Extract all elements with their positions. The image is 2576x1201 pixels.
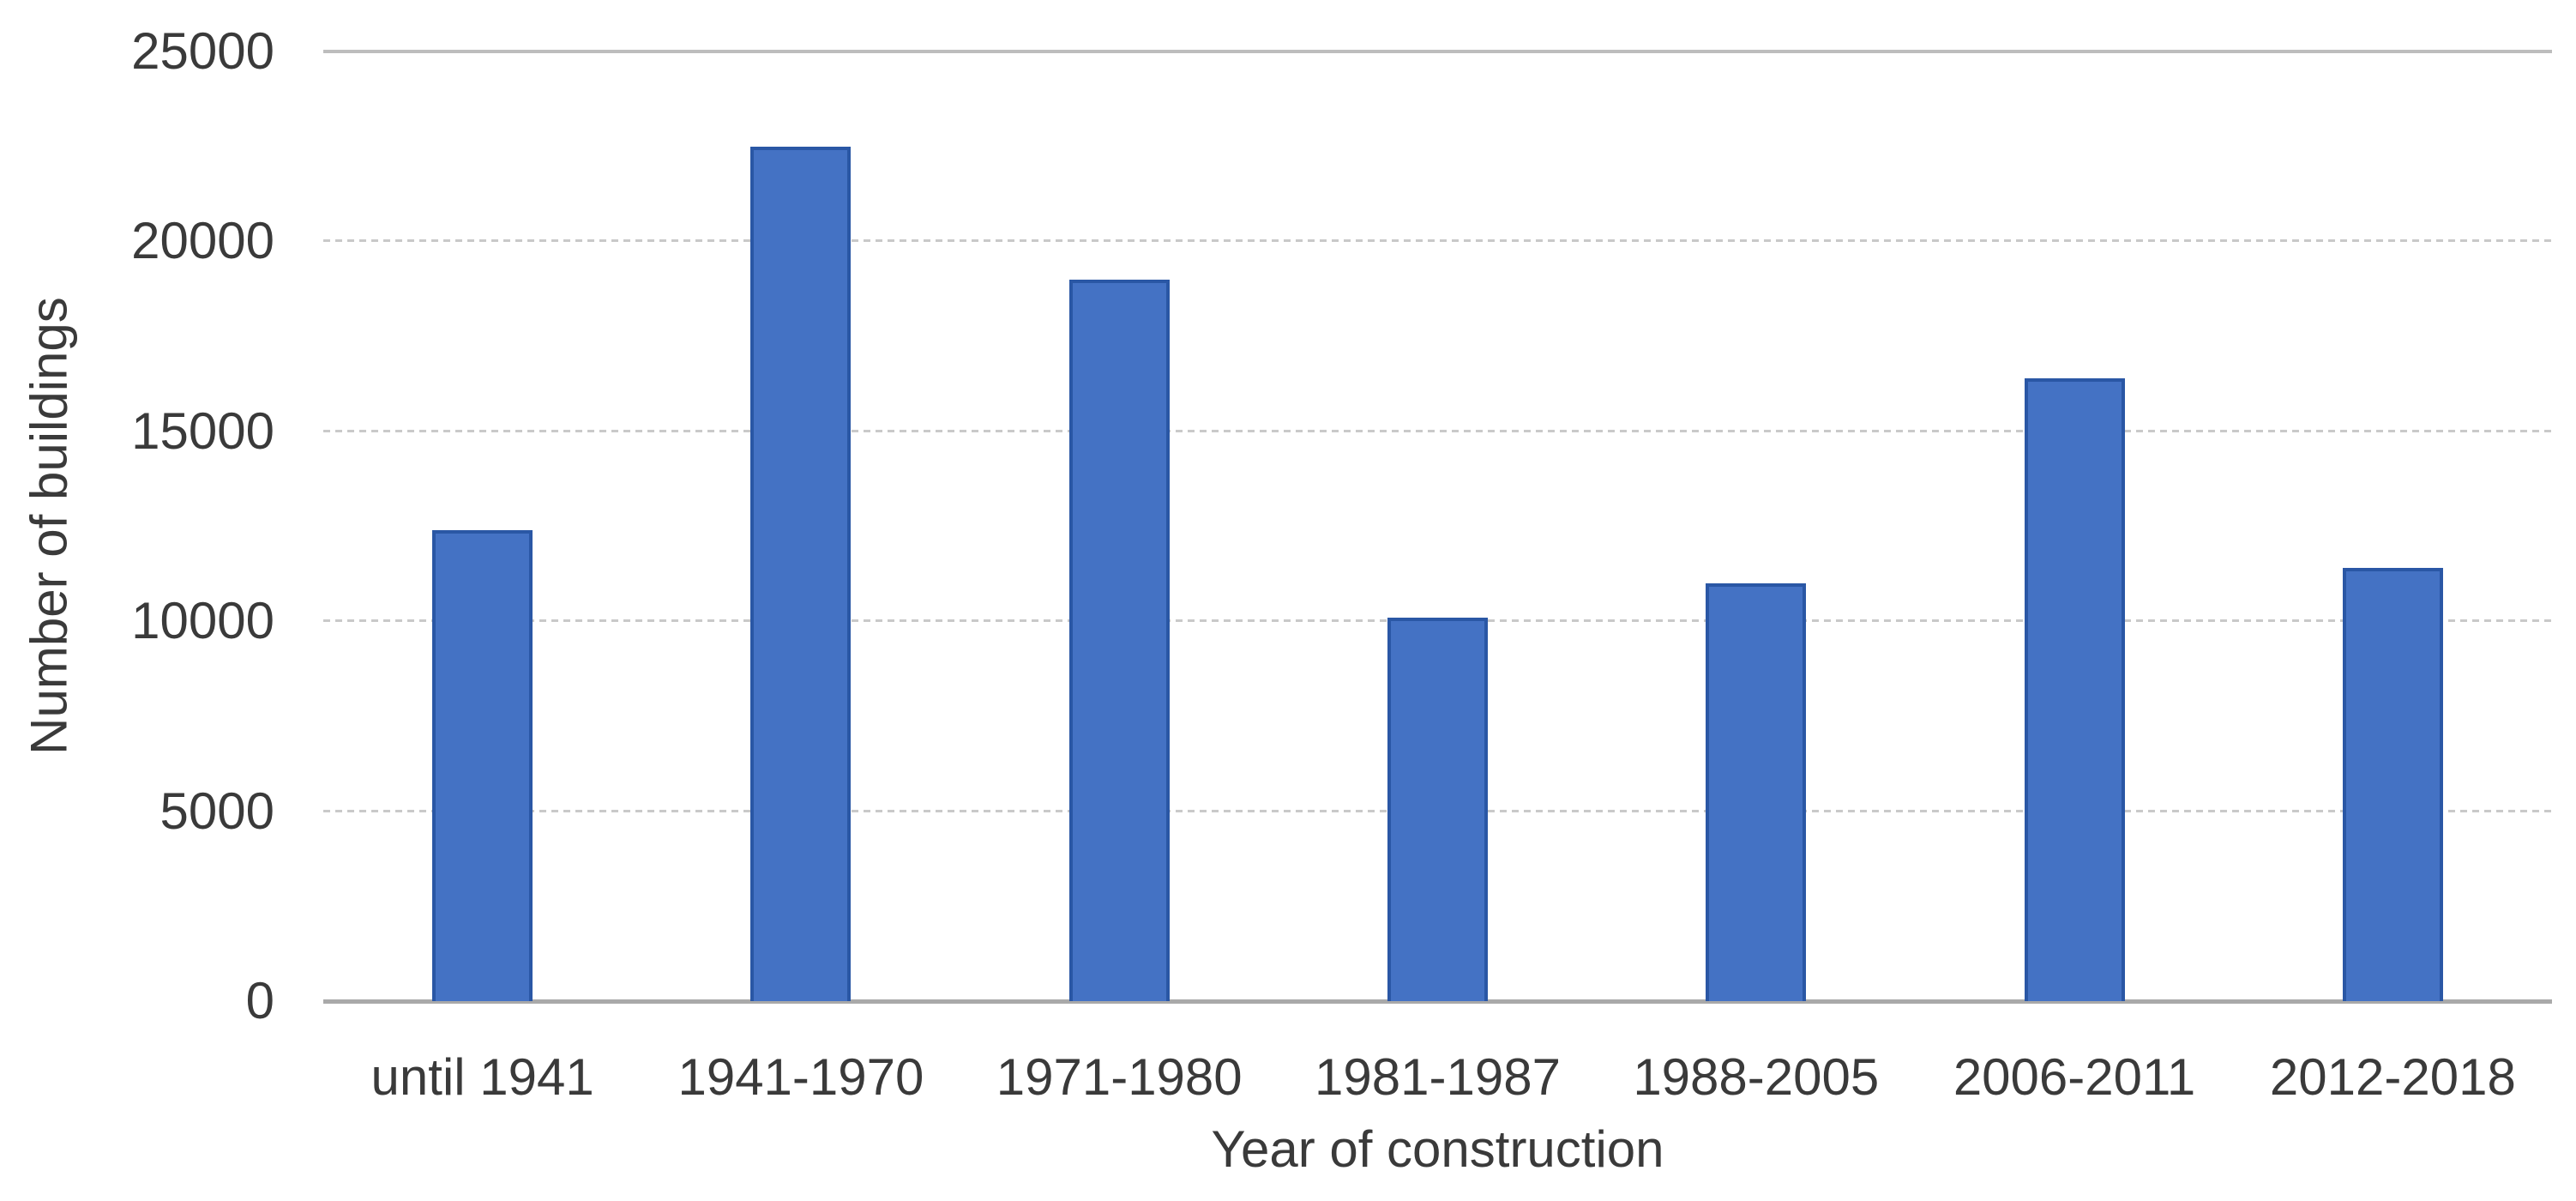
bar	[1068, 279, 1170, 1001]
bar	[2342, 568, 2443, 1001]
bar	[1706, 582, 1807, 1001]
y-tick-label: 5000	[159, 782, 274, 840]
bar	[1387, 617, 1488, 1001]
x-tick-label: 2006-2011	[1953, 1048, 2196, 1106]
y-tick-label: 10000	[131, 592, 274, 650]
gridline	[323, 50, 2552, 53]
x-axis-line	[323, 999, 2552, 1004]
x-tick-label: 1971-1980	[996, 1048, 1243, 1106]
gridline	[323, 429, 2552, 432]
y-tick-label: 20000	[131, 212, 274, 270]
x-tick-label: 2012-2018	[2269, 1048, 2516, 1106]
y-axis-title: Number of buildings	[20, 297, 78, 755]
x-tick-label: until 1941	[370, 1048, 594, 1106]
gridline	[323, 239, 2552, 243]
y-tick-label: 15000	[131, 401, 274, 460]
x-tick-label: 1941-1970	[677, 1048, 924, 1106]
y-tick-label: 25000	[131, 22, 274, 80]
bar	[750, 146, 852, 1001]
bar	[2024, 377, 2125, 1001]
x-tick-label: 1981-1987	[1315, 1048, 1561, 1106]
bar	[432, 529, 533, 1001]
x-axis-title: Year of construction	[1211, 1120, 1664, 1178]
y-tick-label: 0	[245, 972, 274, 1029]
x-tick-label: 1988-2005	[1633, 1048, 1880, 1106]
